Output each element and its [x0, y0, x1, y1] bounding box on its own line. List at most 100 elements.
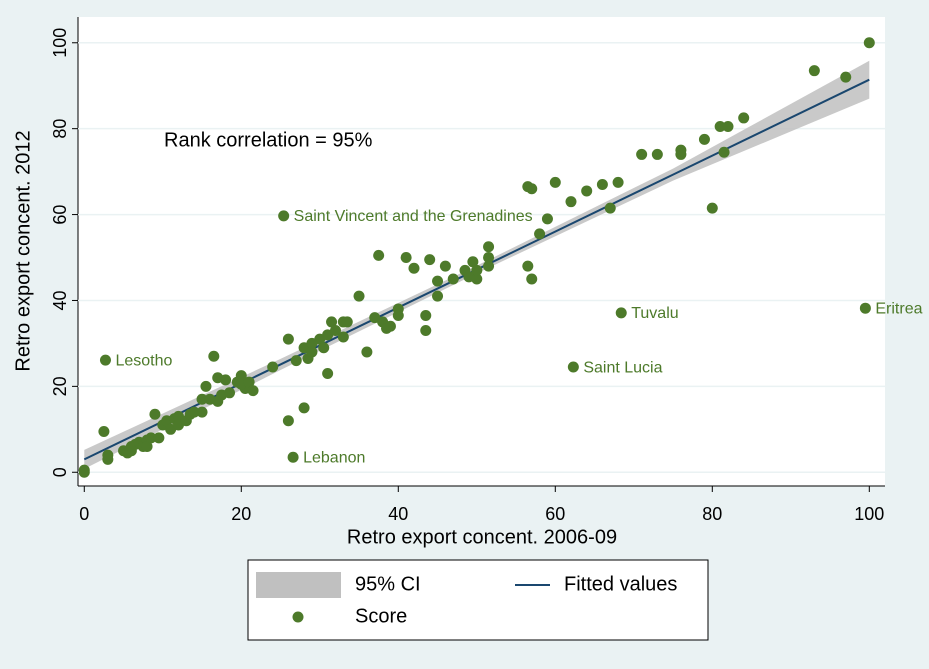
point-label: Saint Lucia	[583, 359, 662, 376]
point	[153, 432, 165, 444]
point	[353, 290, 365, 302]
x-axis-title: Retro export concent. 2006-09	[347, 526, 617, 548]
point	[200, 380, 212, 392]
point	[208, 350, 220, 362]
point	[420, 325, 432, 337]
y-tick-label: 40	[50, 290, 70, 310]
point	[471, 264, 483, 276]
legend-label: 95% CI	[355, 573, 421, 595]
y-tick-label: 60	[50, 205, 70, 225]
ci-band	[84, 60, 870, 469]
point-label: Lebanon	[303, 449, 365, 466]
point	[483, 260, 495, 272]
point	[290, 355, 302, 367]
point	[424, 254, 436, 266]
point	[447, 273, 459, 285]
y-tick-label: 80	[50, 119, 70, 139]
point	[384, 320, 396, 332]
point	[706, 202, 718, 214]
point-label: Lesotho	[115, 352, 172, 369]
point	[526, 183, 538, 195]
point	[718, 146, 730, 158]
point	[596, 179, 608, 190]
point	[840, 71, 852, 83]
point	[859, 302, 871, 314]
point-label: Eritrea	[875, 300, 922, 317]
point	[714, 121, 726, 133]
point	[243, 376, 255, 388]
point	[567, 361, 579, 373]
point	[282, 333, 294, 345]
point	[612, 176, 624, 188]
point	[604, 202, 616, 214]
point	[326, 316, 338, 328]
point	[615, 307, 627, 319]
point	[318, 342, 330, 354]
point	[420, 309, 432, 321]
point	[306, 346, 318, 358]
legend-label: Score	[355, 605, 407, 627]
x-tick-label: 0	[79, 504, 89, 524]
legend-swatch	[256, 572, 341, 598]
point	[196, 406, 208, 418]
point	[467, 256, 479, 268]
point	[534, 228, 546, 240]
x-tick-label: 80	[702, 504, 722, 524]
point-label: Saint Vincent and the Grenadines	[294, 208, 533, 225]
point	[102, 449, 114, 461]
point	[549, 176, 561, 188]
plot-area	[78, 17, 885, 486]
point	[432, 275, 444, 287]
point	[188, 406, 200, 418]
point	[373, 249, 385, 261]
point	[141, 440, 153, 452]
x-tick-label: 60	[545, 504, 565, 524]
point	[361, 346, 373, 358]
point	[145, 432, 157, 444]
legend-label: Fitted values	[564, 573, 677, 595]
point	[337, 331, 349, 343]
y-axis-title: Retro export concent. 2012	[12, 130, 34, 371]
point	[329, 325, 341, 337]
y-tick-label: 20	[50, 376, 70, 396]
point	[298, 402, 310, 414]
legend-swatch	[292, 611, 304, 623]
annotation: Rank correlation = 95%	[164, 129, 373, 151]
point	[400, 252, 412, 264]
point	[541, 213, 553, 225]
point	[287, 451, 299, 463]
point	[526, 273, 538, 285]
x-tick-label: 20	[231, 504, 251, 524]
point	[149, 408, 161, 420]
point	[392, 309, 404, 321]
point	[738, 112, 750, 124]
point	[675, 144, 687, 156]
point	[220, 374, 232, 386]
point	[565, 196, 577, 208]
point	[224, 387, 236, 399]
point	[278, 210, 290, 222]
point	[98, 425, 110, 437]
point	[522, 260, 534, 272]
x-tick-label: 100	[854, 504, 884, 524]
x-tick-label: 40	[388, 504, 408, 524]
point	[651, 148, 663, 160]
point	[432, 290, 444, 302]
point	[698, 133, 710, 145]
point	[808, 65, 820, 77]
point	[483, 252, 495, 264]
y-tick-label: 100	[50, 28, 70, 58]
point	[341, 316, 353, 328]
point	[722, 121, 734, 133]
point	[408, 262, 420, 274]
point-label: Tuvalu	[631, 305, 678, 322]
point	[636, 148, 648, 160]
point	[483, 241, 495, 253]
point	[471, 273, 483, 285]
point	[863, 37, 875, 49]
y-tick-label: 0	[50, 467, 70, 477]
point	[322, 367, 334, 379]
point	[235, 370, 247, 382]
point	[581, 185, 593, 197]
